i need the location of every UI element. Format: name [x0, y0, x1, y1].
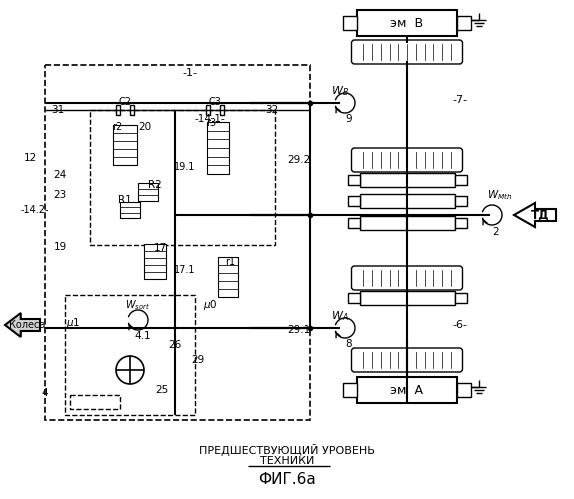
FancyBboxPatch shape — [113, 125, 137, 165]
FancyBboxPatch shape — [347, 293, 359, 303]
FancyBboxPatch shape — [351, 148, 463, 172]
FancyBboxPatch shape — [120, 202, 140, 218]
Text: Колеса: Колеса — [9, 320, 45, 330]
Text: 4.1: 4.1 — [135, 331, 152, 341]
Text: $W_{sort}$: $W_{sort}$ — [126, 298, 150, 312]
Text: -1-: -1- — [183, 68, 197, 78]
Text: ФИГ.6а: ФИГ.6а — [258, 473, 316, 488]
Text: $\mu 1$: $\mu 1$ — [66, 316, 80, 330]
FancyBboxPatch shape — [347, 196, 359, 206]
Text: 25: 25 — [156, 385, 169, 395]
FancyBboxPatch shape — [206, 105, 210, 115]
Polygon shape — [514, 203, 556, 227]
FancyBboxPatch shape — [343, 383, 357, 397]
Text: ПРЕДШЕСТВУЮЩИЙ УРОВЕНЬ: ПРЕДШЕСТВУЮЩИЙ УРОВЕНЬ — [199, 444, 375, 456]
Text: эм  В: эм В — [390, 16, 424, 29]
FancyBboxPatch shape — [457, 16, 471, 30]
Text: -14.2-: -14.2- — [21, 205, 49, 215]
FancyBboxPatch shape — [351, 40, 463, 64]
FancyBboxPatch shape — [70, 395, 120, 409]
Text: $\mu 0$: $\mu 0$ — [203, 298, 218, 312]
FancyBboxPatch shape — [455, 175, 467, 185]
FancyBboxPatch shape — [144, 244, 166, 278]
Text: ТЕХНИКИ: ТЕХНИКИ — [260, 456, 314, 466]
Text: ТД: ТД — [531, 209, 549, 222]
FancyBboxPatch shape — [359, 173, 455, 187]
Text: $W_B$: $W_B$ — [331, 84, 349, 98]
Text: 32: 32 — [265, 105, 278, 115]
Polygon shape — [5, 313, 40, 337]
Text: R2: R2 — [148, 180, 162, 190]
Text: эм  А: эм А — [390, 384, 424, 397]
Text: 29.1: 29.1 — [287, 325, 310, 335]
Text: 17.1: 17.1 — [174, 265, 196, 275]
FancyBboxPatch shape — [455, 196, 467, 206]
FancyBboxPatch shape — [351, 266, 463, 290]
FancyBboxPatch shape — [343, 16, 357, 30]
FancyBboxPatch shape — [455, 293, 467, 303]
Text: r1: r1 — [225, 257, 235, 267]
Text: $W_A$: $W_A$ — [331, 309, 349, 323]
Text: $W_{Mth}$: $W_{Mth}$ — [487, 188, 513, 202]
Text: 19: 19 — [53, 242, 67, 252]
Text: 31: 31 — [52, 105, 65, 115]
Text: 12: 12 — [24, 153, 37, 163]
Text: R1: R1 — [118, 195, 132, 205]
Text: 24: 24 — [53, 170, 67, 180]
Text: 17: 17 — [153, 243, 166, 253]
Text: 19.1: 19.1 — [174, 162, 196, 172]
FancyBboxPatch shape — [138, 183, 158, 201]
Text: 23: 23 — [53, 190, 67, 200]
FancyBboxPatch shape — [116, 105, 120, 115]
Text: -14.1-: -14.1- — [195, 114, 226, 124]
Text: r2: r2 — [112, 122, 122, 132]
Text: 8: 8 — [346, 339, 352, 349]
FancyBboxPatch shape — [351, 348, 463, 372]
FancyBboxPatch shape — [357, 10, 457, 36]
Text: 20: 20 — [138, 122, 152, 132]
Text: 26: 26 — [168, 340, 181, 350]
Text: 2: 2 — [492, 227, 499, 237]
Text: 29: 29 — [191, 355, 204, 365]
Text: C3: C3 — [208, 97, 222, 107]
FancyBboxPatch shape — [347, 218, 359, 228]
FancyBboxPatch shape — [218, 257, 238, 297]
Text: 4: 4 — [42, 388, 48, 398]
Text: 9: 9 — [346, 114, 352, 124]
Text: r3: r3 — [206, 118, 216, 128]
FancyBboxPatch shape — [130, 105, 134, 115]
Text: -6-: -6- — [452, 320, 467, 330]
FancyBboxPatch shape — [359, 216, 455, 230]
FancyBboxPatch shape — [359, 194, 455, 208]
FancyBboxPatch shape — [357, 377, 457, 403]
Text: C2: C2 — [118, 97, 131, 107]
FancyBboxPatch shape — [220, 105, 224, 115]
Text: -7-: -7- — [452, 95, 468, 105]
FancyBboxPatch shape — [359, 291, 455, 305]
FancyBboxPatch shape — [455, 218, 467, 228]
FancyBboxPatch shape — [347, 175, 359, 185]
FancyBboxPatch shape — [457, 383, 471, 397]
Text: 29.2: 29.2 — [287, 155, 310, 165]
FancyBboxPatch shape — [207, 122, 229, 174]
